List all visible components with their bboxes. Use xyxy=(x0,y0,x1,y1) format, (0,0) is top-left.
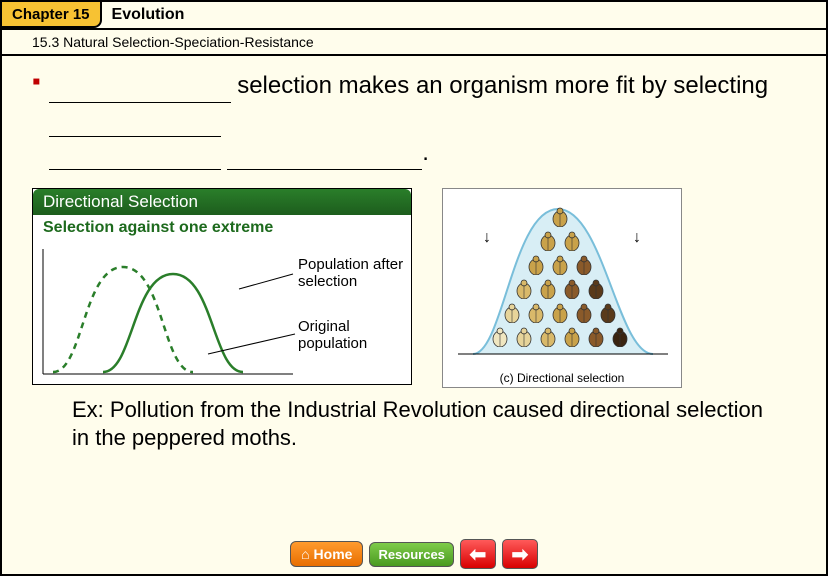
example-text: Ex: Pollution from the Industrial Revolu… xyxy=(32,396,796,451)
blank-1 xyxy=(49,70,231,103)
arrow-right-icon: ➡ xyxy=(512,542,529,567)
beetle-icon xyxy=(563,279,581,299)
blank-2 xyxy=(49,103,221,136)
down-arrow-icon: ↓ xyxy=(633,229,641,247)
label-pop-after: Population after selection xyxy=(298,257,411,290)
bullet-icon: ▪ xyxy=(32,70,41,170)
text-after-1: makes an organism more fit by selecting xyxy=(332,72,768,99)
beetle-icon xyxy=(539,231,557,251)
figure-right: (c) Directional selection ↓ ↓ xyxy=(442,188,682,388)
beetle-icon xyxy=(551,207,569,227)
blank-4 xyxy=(227,137,422,170)
beetle-icon xyxy=(527,303,545,323)
chapter-title: Evolution xyxy=(102,2,195,28)
home-icon: ⌂ xyxy=(301,546,309,562)
section-subheader: 15.3 Natural Selection-Speciation-Resist… xyxy=(2,30,826,56)
beetle-icon xyxy=(587,327,605,347)
header-row: Chapter 15 Evolution xyxy=(2,2,826,30)
beetle-icon xyxy=(515,327,533,347)
beetle-icon xyxy=(539,327,557,347)
footer-bar: ⌂ Home Resources ⬅ ➡ xyxy=(2,534,826,574)
beetle-icon xyxy=(503,303,521,323)
beetle-icon xyxy=(563,327,581,347)
figure-left-subtitle: Selection against one extreme xyxy=(33,215,411,239)
resources-button[interactable]: Resources xyxy=(369,542,453,567)
home-label: Home xyxy=(314,546,353,562)
figure-left: Directional Selection Selection against … xyxy=(32,188,412,385)
beetle-icon xyxy=(515,279,533,299)
down-arrow-icon: ↓ xyxy=(483,229,491,247)
word-selection: selection xyxy=(237,72,332,99)
beetle-icon xyxy=(587,279,605,299)
arrow-left-icon: ⬅ xyxy=(470,542,487,567)
figure-left-header: Directional Selection xyxy=(33,189,411,215)
beetle-icon xyxy=(527,255,545,275)
beetle-icon xyxy=(599,303,617,323)
figures-row: Directional Selection Selection against … xyxy=(32,188,796,388)
blank-3 xyxy=(49,137,221,170)
figure-left-chart: Population after selection Original popu… xyxy=(33,239,411,384)
beetle-icon xyxy=(611,327,629,347)
beetle-icon xyxy=(491,327,509,347)
beetle-icon xyxy=(563,231,581,251)
home-button[interactable]: ⌂ Home xyxy=(290,541,363,567)
beetle-icon xyxy=(575,255,593,275)
period: . xyxy=(422,139,429,166)
bullet-text: selection makes an organism more fit by … xyxy=(49,70,796,170)
beetle-icon xyxy=(551,255,569,275)
beetle-icon xyxy=(575,303,593,323)
next-arrow-button[interactable]: ➡ xyxy=(502,539,538,569)
beetle-icon xyxy=(539,279,557,299)
slide-frame: Chapter 15 Evolution 15.3 Natural Select… xyxy=(0,0,828,576)
figure-right-caption: (c) Directional selection xyxy=(443,371,681,385)
prev-arrow-button[interactable]: ⬅ xyxy=(460,539,496,569)
beetle-icon xyxy=(551,303,569,323)
content-area: ▪ selection makes an organism more fit b… xyxy=(2,56,826,451)
bullet-block: ▪ selection makes an organism more fit b… xyxy=(32,70,796,170)
label-original-pop: Original population xyxy=(298,319,411,352)
chapter-tab: Chapter 15 xyxy=(2,2,102,28)
